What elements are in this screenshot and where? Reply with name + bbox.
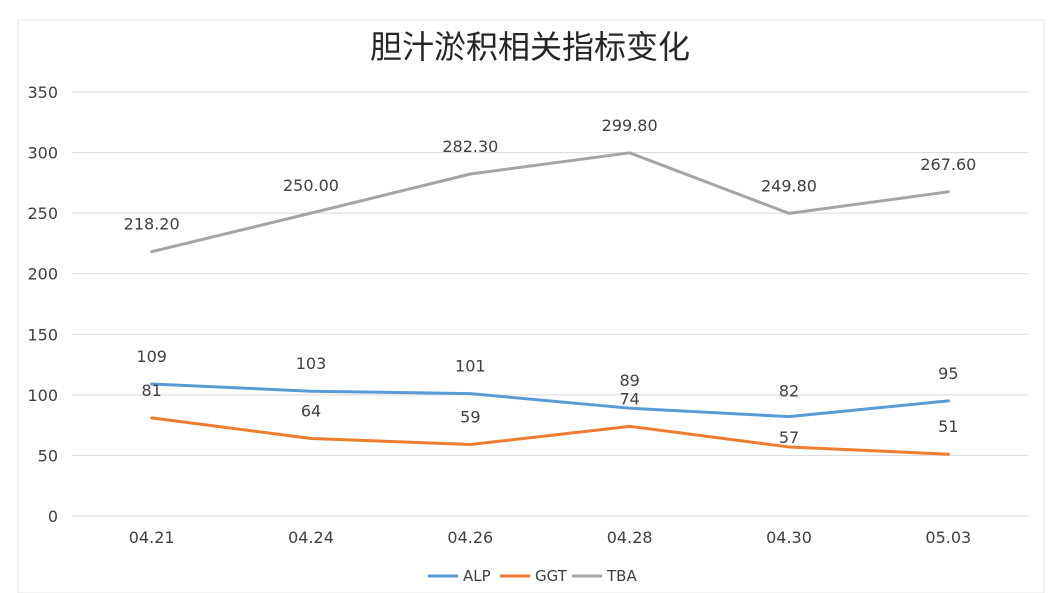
x-tick-label: 05.03 xyxy=(925,528,971,547)
y-axis-ticks: 0 50 100 150 200 250 300 350 xyxy=(27,83,58,526)
y-tick-label: 100 xyxy=(27,386,58,405)
legend-label-ggt: GGT xyxy=(535,567,568,585)
x-tick-label: 04.21 xyxy=(129,528,175,547)
gridlines xyxy=(72,91,1028,517)
series-line-tba xyxy=(150,151,950,254)
y-tick-label: 300 xyxy=(27,144,58,163)
x-tick-label: 04.28 xyxy=(607,528,653,547)
series-line-alp xyxy=(150,382,950,419)
y-tick-label: 350 xyxy=(27,83,58,102)
x-tick-label: 04.26 xyxy=(447,528,493,547)
data-label-ggt: 59 xyxy=(460,408,480,427)
data-label-alp: 103 xyxy=(296,354,327,373)
data-label-ggt: 57 xyxy=(779,428,799,447)
y-tick-label: 250 xyxy=(27,204,58,223)
data-label-tba: 282.30 xyxy=(442,137,498,156)
x-tick-label: 04.24 xyxy=(288,528,334,547)
legend-label-tba: TBA xyxy=(606,567,637,585)
chart-area-border xyxy=(17,19,1045,593)
y-tick-label: 0 xyxy=(48,507,58,526)
data-label-tba: 299.80 xyxy=(602,116,658,135)
y-tick-label: 200 xyxy=(27,265,58,284)
data-label-ggt: 51 xyxy=(938,417,958,436)
data-label-tba: 249.80 xyxy=(761,176,817,195)
data-label-alp: 95 xyxy=(938,364,958,383)
x-axis-ticks: 04.21 04.24 04.26 04.28 04.30 05.03 xyxy=(129,528,971,547)
data-label-ggt: 64 xyxy=(301,401,321,420)
series-lines xyxy=(150,151,950,456)
legend-label-alp: ALP xyxy=(463,567,491,585)
legend: ALP GGT TBA xyxy=(428,567,637,585)
data-label-tba: 267.60 xyxy=(920,155,976,174)
data-labels: 109 103 101 89 82 95 81 64 59 74 57 51 218.20 250.00 2… xyxy=(124,116,977,447)
data-label-ggt: 74 xyxy=(619,389,639,408)
data-label-alp: 109 xyxy=(136,347,167,366)
data-label-alp: 89 xyxy=(619,371,639,390)
x-tick-label: 04.30 xyxy=(766,528,812,547)
series-line-ggt xyxy=(150,416,950,456)
chart-title: 胆汁淤积相关指标变化 xyxy=(370,28,690,66)
y-tick-label: 150 xyxy=(27,325,58,344)
data-label-tba: 250.00 xyxy=(283,176,339,195)
data-label-alp: 101 xyxy=(455,357,486,376)
data-label-tba: 218.20 xyxy=(124,215,180,234)
data-label-alp: 82 xyxy=(779,382,799,401)
data-label-ggt: 81 xyxy=(141,381,161,400)
y-tick-label: 50 xyxy=(38,446,58,465)
